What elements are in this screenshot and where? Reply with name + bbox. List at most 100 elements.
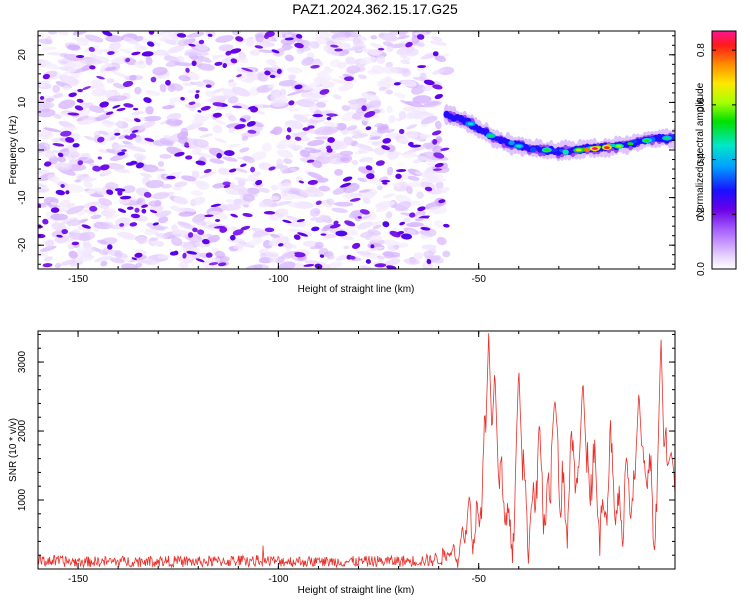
noise-blob [319,151,329,158]
noise-blob-core [166,175,176,180]
noise-blob [379,77,399,87]
noise-blob [355,143,375,152]
spectrogram-chart: -150 -100 -50 20 10 0 -10 -20 Height of straigh… [8,30,737,295]
noise-blob-core [205,84,212,88]
noise-blob [38,169,50,175]
noise-blob [74,179,81,183]
noise-blob [57,156,67,163]
noise-blob [378,32,398,42]
noise-blob [42,102,55,109]
noise-blob [438,66,455,76]
noise-blob [323,158,342,165]
noise-blob-core [276,68,282,74]
noise-blob [112,71,129,78]
noise-blob [234,103,251,110]
noise-blob [351,159,359,166]
noise-blob [400,59,411,65]
noise-blob [385,89,393,95]
noise-blob-core [126,206,134,210]
noise-blob [323,121,339,128]
noise-blob-core [298,180,305,184]
noise-blob [102,119,117,126]
noise-blob [195,180,210,190]
noise-blob [341,31,362,38]
noise-blob [274,208,289,218]
noise-blob-core [131,51,141,56]
noise-blob [67,44,81,51]
noise-blob [413,32,428,37]
noise-blob [278,182,292,191]
noise-blob-core [39,95,45,100]
noise-blob [375,200,396,208]
noise-blob-core [235,36,244,42]
noise-blob [257,73,269,82]
noise-blob [341,111,357,122]
noise-blob [98,198,113,206]
noise-blob [307,171,324,180]
noise-blob-core [423,79,435,86]
noise-blob-core [65,137,75,143]
noise-blob-core [112,104,121,109]
noise-blob [194,81,204,87]
noise-blob [226,143,241,148]
noise-blob [103,66,117,71]
colorbar-tick-label: 0.4 [696,152,707,166]
noise-blob-core [222,181,231,186]
noise-blob [90,214,102,220]
noise-blob [365,246,384,252]
noise-blob [258,199,274,208]
noise-blob-core [198,39,205,45]
noise-blob [334,36,350,43]
noise-blob [382,193,396,199]
noise-blob-core [210,203,222,208]
noise-blob [280,164,289,174]
noise-blob-core [269,74,276,79]
noise-blob-core [214,61,223,66]
noise-blob [96,239,108,245]
noise-blob [144,228,158,234]
noise-blob [68,250,78,259]
y-tick-label: -10 [17,190,28,205]
noise-blob-core [382,182,388,185]
noise-blob-core [89,65,96,70]
snr-y-label: SNR (10 * v/v) [8,418,19,482]
noise-blob-core [117,151,126,156]
noise-blob [276,158,284,168]
noise-blob-core [76,98,84,103]
noise-blob [215,119,226,125]
noise-blob [299,149,311,158]
noise-blob [227,96,239,104]
noise-blob-core [264,31,275,38]
noise-blob-core [223,184,231,189]
noise-blob [156,74,169,80]
noise-blob [266,59,277,66]
noise-blob [207,234,221,243]
noise-blob [59,60,69,64]
noise-blob [314,126,333,136]
noise-blob-core [214,218,221,222]
noise-blob [346,125,358,131]
noise-blob [174,62,193,67]
noise-blob [105,214,119,220]
noise-blob [157,161,165,167]
noise-blob [422,85,434,92]
noise-blob-core [122,80,134,87]
noise-blob [357,74,367,80]
noise-blob [284,123,292,129]
noise-blob [217,167,229,175]
noise-blob [178,136,189,144]
noise-blob [386,105,393,114]
noise-blob [180,207,197,212]
noise-blob [109,257,125,264]
noise-blob [315,177,329,183]
signal-ridge-cell [529,147,537,153]
noise-blob [288,228,306,233]
noise-blob [270,94,288,104]
noise-blob [116,120,124,128]
noise-blob-core [92,165,101,172]
noise-blob [432,68,445,75]
noise-blob [187,89,196,94]
noise-blob-core [431,130,442,136]
noise-blob-core [263,210,276,215]
noise-blob [162,105,175,110]
